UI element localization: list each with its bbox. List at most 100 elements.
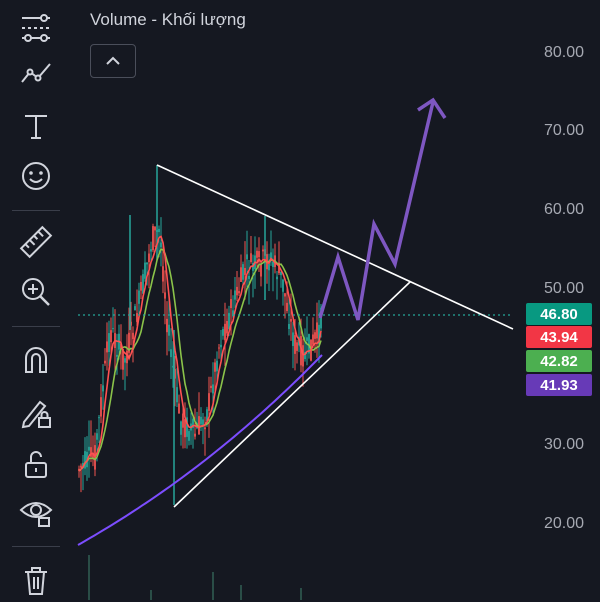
candle-body: [304, 351, 306, 360]
candle-body: [88, 446, 90, 451]
candle-body: [250, 253, 252, 262]
y-axis-label: 80.00: [543, 44, 584, 61]
candle-body: [222, 329, 224, 336]
candle-body: [296, 342, 298, 351]
candle-body: [268, 263, 270, 271]
candle-body: [212, 384, 214, 394]
candle-body: [80, 465, 82, 468]
candle-body: [174, 369, 176, 379]
zoom-in-tool[interactable]: [14, 270, 58, 314]
emoji-tool[interactable]: [14, 154, 58, 198]
lines-settings-icon: [22, 14, 50, 42]
candle-body: [270, 252, 272, 259]
candle-body: [172, 365, 174, 368]
candle-body: [128, 332, 130, 353]
candle-body: [90, 447, 92, 457]
y-axis-label: 30.00: [543, 436, 584, 453]
price-tag-last: 46.80: [526, 303, 592, 325]
visibility-tool[interactable]: [14, 490, 58, 534]
candle-body: [184, 419, 186, 438]
candle-body: [220, 344, 222, 348]
volume-bar: [300, 588, 302, 600]
eye-icon: [19, 502, 53, 527]
y-axis-label: 70.00: [543, 122, 584, 139]
volume-bar: [240, 585, 242, 600]
candle-body: [282, 279, 284, 292]
trend-line-tool[interactable]: [14, 52, 58, 96]
candle-body: [162, 266, 164, 282]
candle-body: [182, 413, 184, 428]
candle-body: [110, 330, 112, 343]
candle-body: [96, 433, 98, 440]
candle-body: [142, 274, 144, 294]
candle-body: [198, 416, 200, 435]
candle-body: [218, 347, 220, 349]
candlesticks: [78, 165, 322, 505]
candle-body: [130, 321, 132, 326]
candle-body: [256, 250, 258, 258]
candle-body: [84, 451, 86, 469]
candle-body: [168, 324, 170, 336]
triangle-upper-line[interactable]: [156, 164, 514, 330]
volume-bars: [88, 555, 302, 600]
candle-body: [116, 354, 118, 357]
candle-body: [284, 293, 286, 297]
delete-tool[interactable]: [14, 558, 58, 602]
candle-body: [316, 322, 318, 339]
candle-body: [224, 323, 226, 341]
ma-long-line: [77, 354, 323, 546]
candle-body: [262, 249, 264, 252]
candle-body: [200, 416, 202, 425]
price-tag-ma-short: 43.94: [526, 326, 592, 348]
candle-body: [232, 310, 234, 317]
projection-path[interactable]: [318, 101, 435, 321]
candle-body: [102, 385, 104, 392]
candle-body: [260, 264, 262, 277]
lock-tool[interactable]: [14, 442, 58, 486]
drawing-toolbar: [0, 0, 72, 600]
candle-body: [204, 427, 206, 430]
candle-body: [294, 335, 296, 354]
candle-body: [188, 431, 190, 441]
candle-body: [202, 419, 204, 427]
candle-body: [124, 358, 126, 363]
candle-body: [178, 403, 180, 414]
candle-body: [108, 333, 110, 352]
candle-body: [208, 393, 210, 411]
candle-body: [234, 290, 236, 300]
candle-body: [176, 387, 178, 403]
candle-body: [126, 350, 128, 364]
candle-body: [248, 275, 250, 279]
lock-drawing-tool[interactable]: [14, 392, 58, 436]
candle-body: [92, 454, 94, 459]
candle-body: [170, 349, 172, 358]
magnet-tool[interactable]: [14, 338, 58, 382]
candle-body: [158, 228, 160, 233]
text-tool[interactable]: [14, 104, 58, 148]
collapse-legend-button[interactable]: [90, 44, 136, 78]
candle-body: [154, 226, 156, 231]
candle-body: [252, 263, 254, 271]
y-axis-label: 50.00: [543, 280, 584, 297]
chevron-up-icon: [106, 56, 120, 65]
candle-body: [140, 281, 142, 291]
candle-body: [314, 332, 316, 339]
ruler-tool[interactable]: [14, 220, 58, 264]
volume-bar: [150, 590, 152, 600]
trend-line-icon: [21, 63, 51, 83]
projection-arrowhead: [417, 97, 447, 119]
price-tag-ma-long: 41.93: [526, 374, 592, 396]
candle-body: [292, 332, 294, 347]
candle-body: [138, 290, 140, 304]
candle-body: [106, 341, 108, 353]
candle-body: [236, 286, 238, 296]
candle-body: [146, 262, 148, 265]
triangle-lower-line[interactable]: [173, 281, 411, 508]
zoom-in-icon: [22, 278, 50, 306]
candle-body: [134, 306, 136, 311]
price-tag-ma-mid: 42.82: [526, 350, 592, 372]
pencil-lock-icon: [21, 400, 51, 429]
ruler-icon: [19, 225, 53, 259]
crosshair-lines-tool[interactable]: [14, 6, 58, 50]
